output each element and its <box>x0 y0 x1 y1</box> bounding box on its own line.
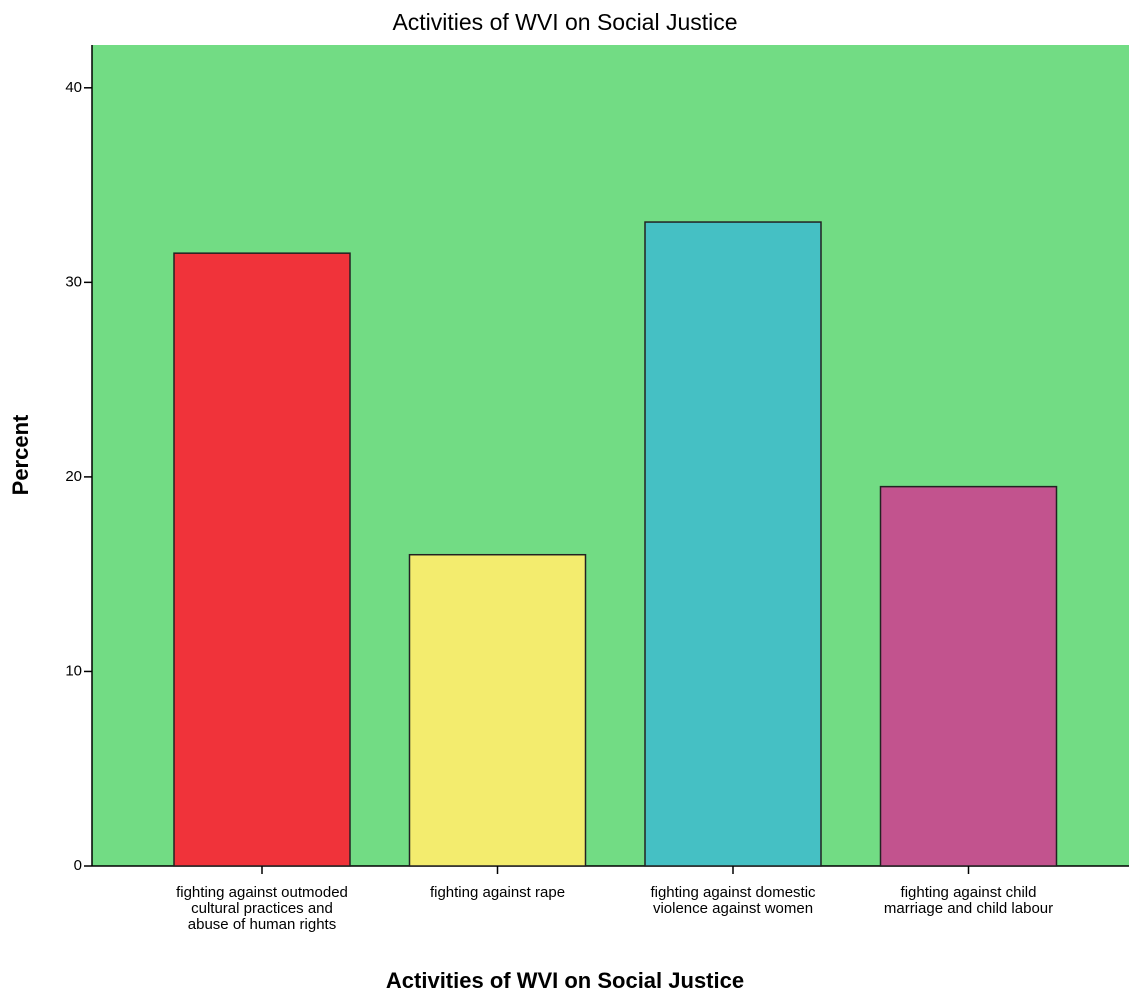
y-tick-label: 10 <box>65 662 82 679</box>
y-tick-label: 0 <box>74 857 82 874</box>
bar <box>408 553 587 867</box>
x-tick-label: fighting against rape <box>429 884 566 901</box>
x-tick-label: fighting against domestic violence again… <box>650 884 816 917</box>
bar <box>173 252 351 867</box>
y-tick-label: 40 <box>65 79 82 96</box>
x-tick-label: fighting against child marriage and chil… <box>883 884 1054 917</box>
x-tick-label: fighting against outmoded cultural pract… <box>176 884 348 933</box>
y-axis-title: Percent <box>8 414 33 495</box>
bar <box>644 221 822 867</box>
y-tick-label: 20 <box>65 468 82 485</box>
y-tick-label: 30 <box>65 273 82 290</box>
x-axis-title: Activities of WVI on Social Justice <box>386 968 744 993</box>
bar <box>879 485 1058 867</box>
chart-title: Activities of WVI on Social Justice <box>392 9 737 35</box>
